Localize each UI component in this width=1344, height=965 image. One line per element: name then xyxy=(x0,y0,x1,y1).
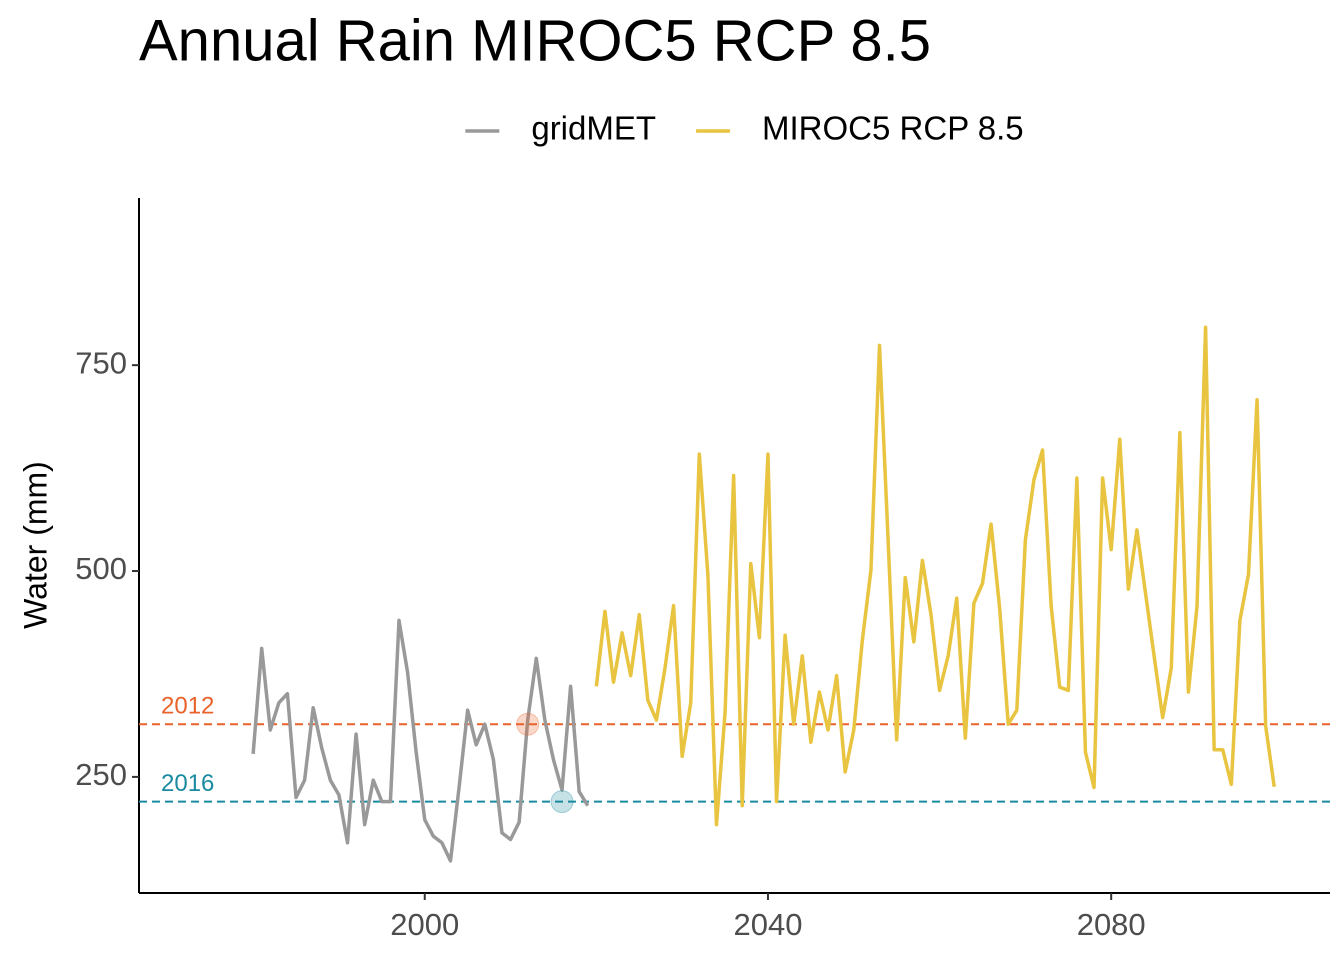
legend-label: gridMET xyxy=(531,110,656,147)
y-tick-label: 250 xyxy=(75,757,127,792)
x-tick-label: 2040 xyxy=(733,907,802,942)
legend: gridMET MIROC5 RCP 8.5 xyxy=(465,110,1024,147)
reference-label: 2016 xyxy=(161,770,214,797)
legend-item: MIROC5 RCP 8.5 xyxy=(696,110,1024,147)
y-tick-label: 500 xyxy=(75,551,127,586)
x-tick-label: 2080 xyxy=(1077,907,1146,942)
series-line xyxy=(594,325,1276,827)
reference-point xyxy=(550,790,574,814)
legend-label: MIROC5 RCP 8.5 xyxy=(762,110,1024,147)
legend-item: gridMET xyxy=(465,110,656,147)
reference-label: 2012 xyxy=(161,693,214,720)
chart-title: Annual Rain MIROC5 RCP 8.5 xyxy=(139,8,931,73)
y-tick-label: 750 xyxy=(75,345,127,380)
x-tick-label: 2000 xyxy=(390,907,459,942)
y-axis-label: Water (mm) xyxy=(17,461,53,629)
reference-point xyxy=(516,712,540,736)
series-line xyxy=(251,618,590,863)
